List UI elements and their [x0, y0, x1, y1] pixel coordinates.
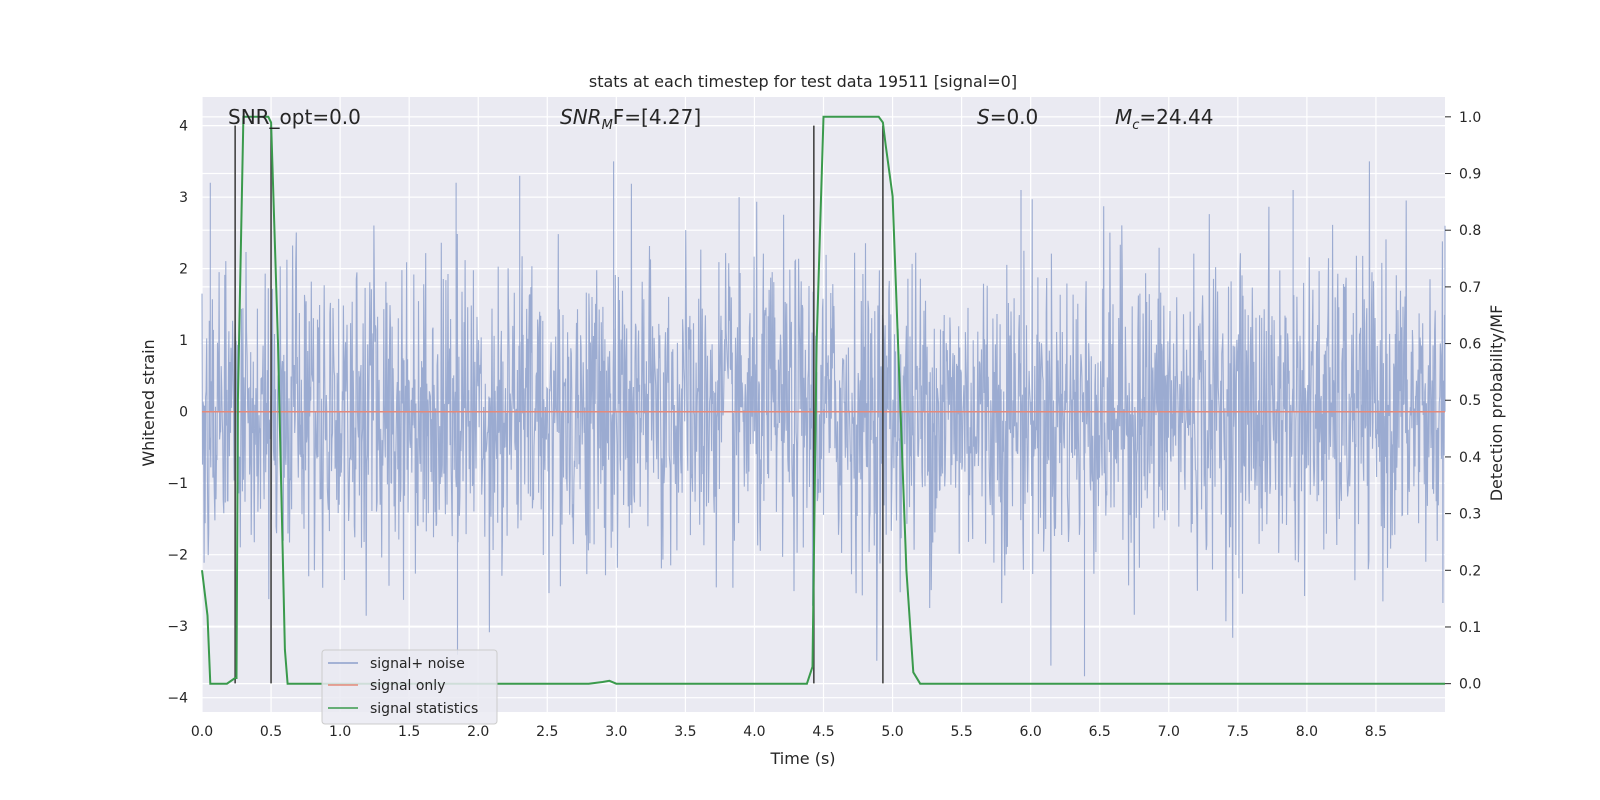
legend: signal+ noise signal only signal statist… — [321, 649, 498, 725]
x-tick-label: 8.0 — [1296, 724, 1318, 740]
x-tick-label: 4.5 — [812, 724, 834, 740]
x-tick-label: 0.5 — [260, 724, 282, 740]
y2-tick-label: 0.9 — [1459, 167, 1481, 183]
x-tick-label: 7.5 — [1227, 724, 1249, 740]
annotation-snr-mf: SNRMF=[4.27] — [560, 105, 701, 133]
y2-tick-label: 0.1 — [1459, 620, 1481, 636]
y-tick-label: −3 — [167, 619, 188, 635]
y2-tick-label: 1.0 — [1459, 110, 1481, 126]
x-tick-label: 5.5 — [950, 724, 972, 740]
x-tick-label: 6.5 — [1089, 724, 1111, 740]
legend-label-signal-only: signal only — [370, 678, 445, 694]
x-tick-label: 2.5 — [536, 724, 558, 740]
x-tick-label: 1.5 — [398, 724, 420, 740]
x-tick-label: 3.0 — [605, 724, 627, 740]
x-tick-label: 4.0 — [743, 724, 765, 740]
y2-tick-label: 0.8 — [1459, 223, 1481, 239]
y-tick-label: 0 — [179, 405, 188, 421]
y2-axis-label: Detection probability/MF — [1487, 305, 1506, 502]
y2-tick-label: 0.6 — [1459, 337, 1481, 353]
x-tick-label: 1.0 — [329, 724, 351, 740]
y-tick-label: 2 — [179, 262, 188, 278]
annotation-mc-rest: =24.44 — [1139, 105, 1213, 129]
y2-tick-label: 0.3 — [1459, 507, 1481, 523]
series-signal-noise — [201, 161, 1446, 677]
signal-statistics-line — [201, 115, 1445, 685]
y-tick-label: 4 — [179, 119, 188, 135]
x-tick-label: 6.0 — [1020, 724, 1042, 740]
annotation-snr-mf-main: SNR — [560, 105, 602, 129]
y2-tick-label: 0.5 — [1459, 393, 1481, 409]
y2-tick-label: 0.7 — [1459, 280, 1481, 296]
x-axis-ticks: 0.0 0.5 1.0 1.5 2.0 2.5 3.0 3.5 4.0 4.5 5.0 5.5 6.0 6… — [191, 724, 1387, 740]
legend-box — [321, 649, 498, 725]
x-tick-label: 8.5 — [1365, 724, 1387, 740]
annotation-s-rest: =0.0 — [990, 105, 1039, 129]
annotation-s: S=0.0 — [977, 105, 1038, 129]
annotation-snr-mf-rest: F=[4.27] — [613, 105, 701, 129]
y-axis-label: Whitened strain — [139, 339, 158, 466]
y-tick-label: −1 — [167, 476, 188, 492]
series-signal-statistics — [201, 115, 1445, 685]
annotation-s-main: S — [977, 105, 990, 129]
annotation-mc: Mc=24.44 — [1115, 105, 1213, 133]
x-axis-label: Time (s) — [769, 749, 835, 768]
x-tick-label: 0.0 — [191, 724, 213, 740]
y-tick-label: 1 — [179, 333, 188, 349]
annotation-mc-main: M — [1115, 105, 1132, 129]
annotation-snr-opt: SNR_opt=0.0 — [228, 105, 361, 129]
x-tick-label: 5.0 — [881, 724, 903, 740]
y-axis-ticks: 4 3 2 1 0 −1 −2 −3 −4 — [167, 119, 188, 707]
y-tick-label: −4 — [167, 691, 188, 707]
legend-label-signal-noise: signal+ noise — [370, 656, 465, 672]
y-tick-label: 3 — [179, 190, 188, 206]
annotation-snr-mf-sub: M — [602, 118, 613, 133]
chart-title: stats at each timestep for test data 195… — [589, 72, 1017, 91]
y2-tick-label: 0.0 — [1459, 677, 1481, 693]
noise-trace — [201, 161, 1446, 677]
legend-label-signal-statistics: signal statistics — [370, 701, 478, 717]
x-tick-label: 3.5 — [674, 724, 696, 740]
annotation-mc-sub: c — [1132, 118, 1139, 133]
y2-tick-label: 0.2 — [1459, 563, 1481, 579]
annotations: SNR_opt=0.0 SNRMF=[4.27] S=0.0 Mc=24.44 — [228, 105, 1213, 133]
y2-tick-label: 0.4 — [1459, 450, 1481, 466]
x-tick-label: 2.0 — [467, 724, 489, 740]
y2-axis-ticks: 1.0 0.9 0.8 0.7 0.6 0.5 0.4 0.3 0.2 0.1 0.0 — [1445, 110, 1481, 693]
y-tick-label: −2 — [167, 548, 188, 564]
x-tick-label: 7.0 — [1158, 724, 1180, 740]
